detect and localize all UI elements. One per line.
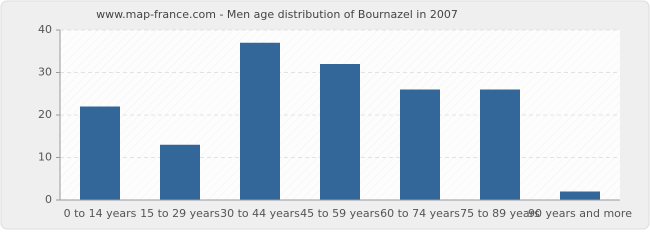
bar — [400, 89, 440, 200]
x-tick-label: 45 to 59 years — [300, 207, 380, 220]
x-tick-label: 15 to 29 years — [140, 207, 220, 220]
y-tick-label: 0 — [45, 193, 52, 206]
y-tick-label: 20 — [38, 108, 52, 121]
bar — [240, 42, 280, 200]
y-tick-label: 40 — [38, 23, 52, 36]
bar — [480, 89, 520, 200]
x-tick-label: 90 years and more — [528, 207, 632, 220]
bar — [320, 64, 360, 200]
x-tick-label: 75 to 89 years — [460, 207, 540, 220]
chart: www.map-france.com - Men age distributio… — [0, 0, 650, 230]
chart-title: www.map-france.com - Men age distributio… — [96, 8, 458, 21]
y-tick-label: 30 — [38, 66, 52, 79]
bar — [560, 191, 600, 200]
x-tick-label: 60 to 74 years — [380, 207, 460, 220]
bar — [160, 144, 200, 200]
x-tick-label: 30 to 44 years — [220, 207, 300, 220]
y-tick-label: 10 — [38, 151, 52, 164]
bar — [80, 106, 120, 200]
x-tick-label: 0 to 14 years — [64, 207, 137, 220]
